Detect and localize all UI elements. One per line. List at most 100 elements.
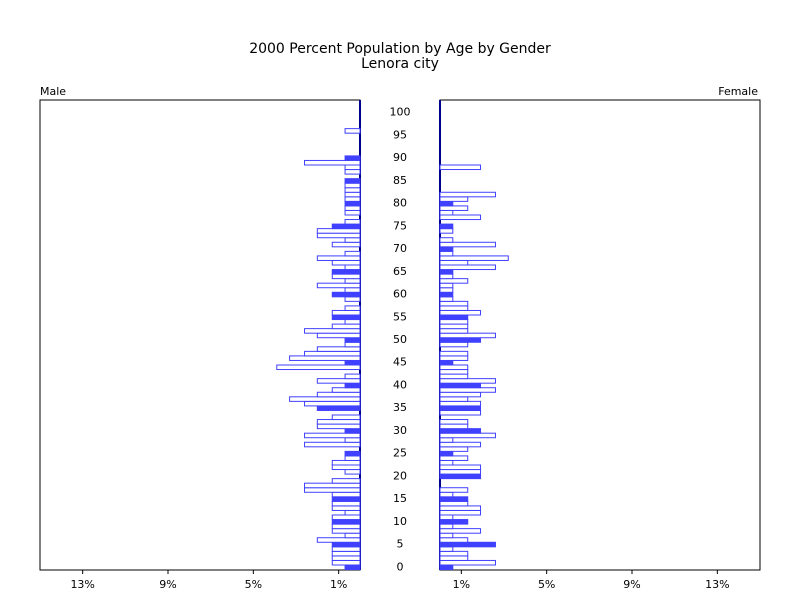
bar [439,509,482,516]
bar [331,523,361,530]
bar [439,373,469,380]
bar [439,464,482,471]
bar [331,269,361,275]
bar [439,246,454,252]
age-tick-label: 70 [393,242,407,255]
bar [439,337,482,343]
bar [331,314,361,321]
chart-subtitle: Lenora city [361,56,439,72]
x-tick-label: 9% [623,578,640,591]
bar [344,305,361,311]
bar [344,296,361,302]
x-tick-label: 5% [245,578,262,591]
bar [304,487,361,493]
bar [344,209,361,216]
bar [439,432,496,439]
bar [439,300,469,307]
bar [439,205,469,211]
bar [344,169,361,175]
bar [316,332,361,339]
bar [439,487,469,493]
bar [344,278,361,284]
bar [331,464,361,471]
bar [439,519,469,525]
bar [439,278,469,284]
x-tick-label: 13% [70,578,94,591]
age-tick-label: 45 [393,356,407,369]
age-tick-label: 80 [393,197,407,210]
bar [344,319,361,325]
bar [439,396,469,402]
bar [439,341,469,348]
bar [344,437,361,443]
bar [344,564,361,571]
bar [344,532,361,539]
bar [316,419,361,425]
age-tick-label: 5 [397,538,404,551]
bar [304,350,361,357]
age-tick-label: 0 [397,560,404,573]
bar [316,282,361,289]
bar [439,528,482,534]
bar [344,205,361,211]
bar [439,332,496,339]
age-tick-label: 85 [393,174,407,187]
bar [331,496,361,502]
bar [331,500,361,507]
bar [344,155,361,161]
bar [331,559,361,566]
male-label: Male [40,85,66,98]
bar [304,482,361,489]
bar [439,555,469,561]
bar [439,505,482,511]
bar [344,237,361,243]
bar [439,473,482,480]
bar [439,273,454,280]
bar [439,387,496,393]
bar [344,128,361,134]
bar [439,537,469,543]
bar [439,469,482,475]
age-tick-label: 20 [393,469,407,482]
bar [331,223,361,230]
bar [331,514,361,521]
bar [331,241,361,248]
bar [439,400,482,407]
bar [439,514,454,521]
female-label: Female [718,85,758,98]
bar [439,409,482,416]
bar [439,296,454,302]
bar [439,228,454,234]
bar [344,341,361,348]
bar [439,264,496,271]
bar [344,200,361,207]
bar [304,441,361,448]
bar [331,309,361,316]
bar [344,219,361,225]
age-tick-label: 100 [390,106,411,119]
age-tick-label: 60 [393,288,407,301]
bar [316,346,361,352]
bar [331,414,361,421]
bar [439,564,454,571]
x-tick-label: 1% [453,578,470,591]
bar [316,537,361,543]
bar [276,364,361,371]
bar [439,269,454,275]
bar [439,450,454,457]
bar [439,500,469,507]
bar [439,328,469,334]
bar [304,400,361,407]
bar [439,559,496,566]
bar [331,491,361,498]
bar [439,378,496,384]
bar [331,478,361,484]
bar [331,541,361,548]
age-tick-label: 90 [393,151,407,164]
age-tick-label: 65 [393,265,407,278]
x-tick-label: 13% [705,578,729,591]
bar [316,405,361,411]
bar [439,250,454,257]
bar [331,323,361,330]
